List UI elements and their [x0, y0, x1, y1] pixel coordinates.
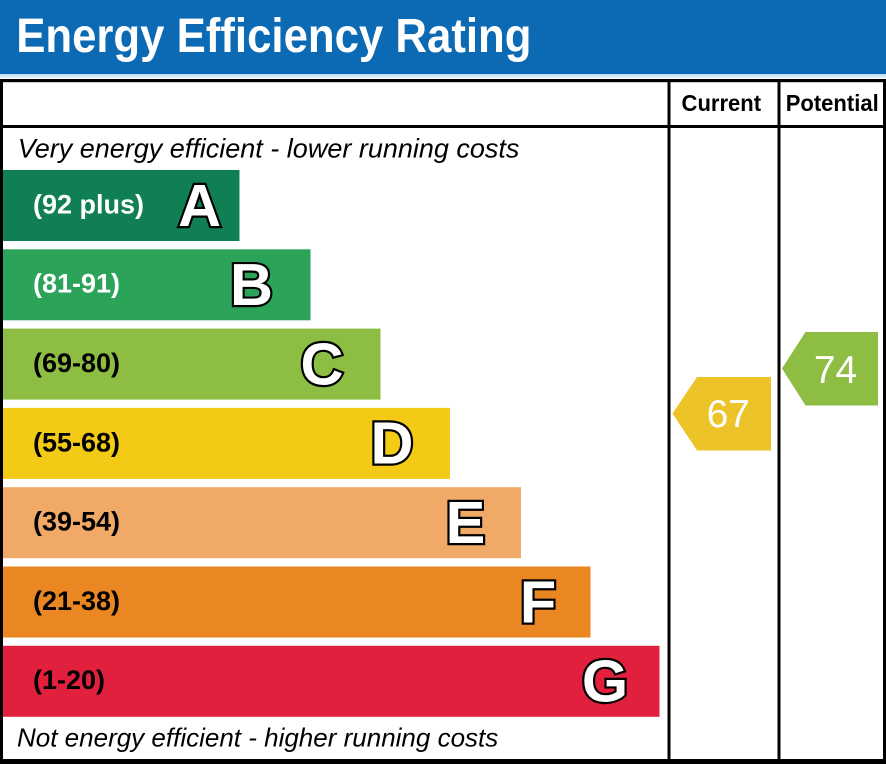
svg-text:Potential: Potential [786, 90, 879, 116]
svg-text:B: B [230, 251, 273, 318]
svg-text:74: 74 [814, 349, 857, 392]
svg-text:G: G [582, 648, 628, 715]
svg-text:Energy Efficiency Rating: Energy Efficiency Rating [16, 9, 531, 63]
svg-text:Current: Current [682, 90, 762, 116]
svg-text:(92 plus): (92 plus) [33, 189, 144, 219]
svg-text:Not energy efficient - higher: Not energy efficient - higher running co… [17, 723, 498, 753]
svg-text:(69-80): (69-80) [33, 348, 120, 378]
svg-text:(1-20): (1-20) [33, 665, 105, 695]
svg-text:Very energy efficient - lower: Very energy efficient - lower running co… [18, 133, 520, 163]
svg-text:A: A [178, 172, 221, 239]
svg-text:(81-91): (81-91) [33, 269, 120, 299]
svg-text:C: C [301, 330, 344, 397]
svg-text:D: D [371, 410, 414, 477]
svg-text:(39-54): (39-54) [33, 507, 120, 537]
svg-text:(55-68): (55-68) [33, 427, 120, 457]
svg-text:E: E [446, 489, 486, 556]
svg-text:F: F [520, 568, 556, 635]
svg-text:(21-38): (21-38) [33, 586, 120, 616]
svg-text:67: 67 [707, 393, 750, 436]
